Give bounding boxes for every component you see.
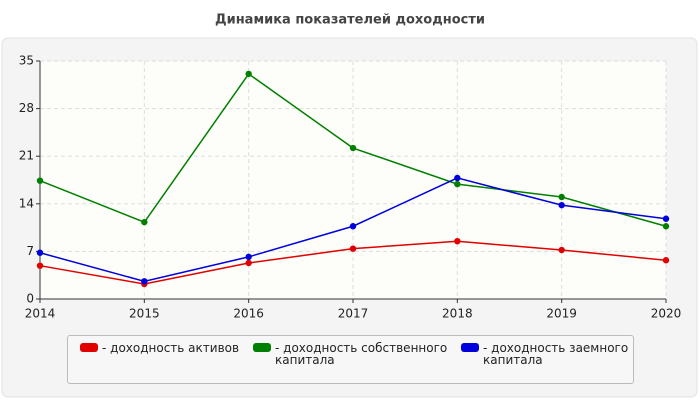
point: [454, 238, 461, 245]
point: [662, 215, 670, 222]
point: [662, 223, 670, 230]
legend-item: - доходность активов: [80, 342, 262, 354]
y-tick-label: 21: [19, 149, 34, 163]
point: [141, 218, 148, 226]
point: [454, 174, 461, 182]
point: [349, 144, 357, 152]
legend-item: - доходность заемного капитала: [461, 342, 643, 366]
x-tick-label: 2014: [25, 307, 56, 321]
legend-label: - доходность активов: [102, 341, 240, 355]
point: [558, 201, 565, 209]
point: [141, 278, 148, 285]
legend: - доходность активов - доходность собстве…: [67, 335, 634, 384]
point: [245, 259, 252, 267]
x-tick-label: 2019: [546, 307, 577, 321]
point: [454, 180, 461, 188]
legend-swatch: [253, 343, 271, 352]
point: [558, 193, 565, 201]
legend-swatch: [80, 343, 98, 352]
point: [349, 223, 357, 230]
legend-label: - доходность собственного капитала: [275, 341, 448, 367]
point: [36, 249, 44, 256]
point: [245, 253, 252, 261]
point: [36, 177, 44, 184]
x-tick-label: 2017: [338, 307, 369, 321]
x-tick-label: 2016: [233, 307, 264, 321]
point: [558, 246, 565, 254]
point: [36, 262, 44, 269]
point: [662, 257, 670, 264]
chart-title: Динамика показателей доходности: [215, 13, 485, 28]
legend-item: - доходность собственного капитала: [253, 342, 455, 366]
x-tick-label: 2018: [442, 307, 473, 321]
point: [349, 245, 357, 252]
x-tick-label: 2020: [651, 307, 682, 321]
point: [245, 70, 252, 78]
y-tick-label: 7: [26, 244, 34, 258]
y-tick-label: 35: [19, 54, 34, 68]
x-tick-label: 2015: [129, 307, 160, 321]
y-tick-label: 0: [26, 292, 34, 306]
legend-swatch: [461, 343, 479, 352]
y-tick-label: 28: [19, 101, 34, 115]
legend-label: - доходность заемного капитала: [483, 341, 629, 367]
y-tick-label: 14: [19, 196, 34, 210]
